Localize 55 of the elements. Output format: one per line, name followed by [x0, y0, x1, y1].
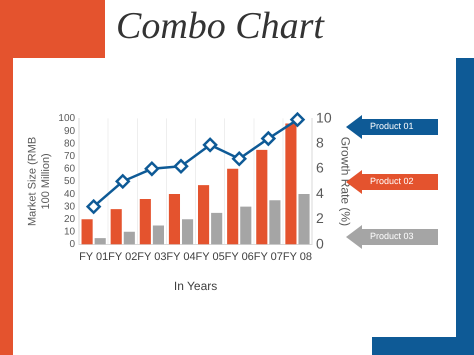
y2-tick-label: 10 — [316, 109, 332, 126]
y-tick-label: 0 — [70, 239, 76, 250]
y-axis-title: Market Size (RMB 100 Million) — [26, 136, 52, 226]
bar — [140, 199, 151, 244]
x-tick-label: FY 04 — [166, 251, 196, 264]
bar — [198, 185, 210, 244]
y-tick-label: 20 — [64, 214, 76, 225]
y2-tick-label: 8 — [316, 134, 324, 150]
bar — [256, 150, 268, 244]
x-axis-title: In Years — [174, 279, 218, 294]
y-tick-label: 30 — [64, 201, 76, 212]
point — [202, 138, 218, 152]
x-tick-label: FY 02 — [108, 251, 138, 264]
y-tick-label: 100 — [58, 113, 76, 124]
bar — [269, 200, 280, 244]
y-tick-label: 70 — [64, 150, 76, 162]
x-tick-label: FY 06 — [224, 251, 254, 264]
y-tick-label: 40 — [64, 188, 76, 200]
point — [290, 112, 305, 127]
bar — [240, 206, 252, 244]
x-tick-label: FY 01 — [79, 251, 108, 264]
point — [86, 199, 101, 214]
point — [116, 174, 130, 189]
bar — [94, 238, 106, 244]
bar — [227, 168, 238, 244]
y2-tick-label: 2 — [316, 210, 324, 226]
bar — [82, 219, 93, 244]
bar — [152, 226, 164, 244]
bar — [110, 209, 122, 244]
bar — [298, 194, 310, 244]
x-tick-label: FY 05 — [196, 251, 225, 264]
chart-title: Combo Chart — [115, 4, 326, 48]
y-tick-label: 80 — [64, 138, 76, 150]
text: Product 02 — [370, 176, 414, 186]
x-tick-label: FY 07 — [254, 251, 283, 264]
bar — [182, 219, 194, 244]
y2-tick-label: 6 — [316, 160, 324, 176]
text: Product 03 — [370, 231, 414, 241]
point — [261, 131, 276, 146]
text: Product 01 — [370, 121, 414, 131]
point — [144, 162, 160, 176]
bar — [285, 123, 296, 244]
bar — [211, 212, 222, 244]
x-tick-label: FY 08 — [282, 251, 312, 264]
y-tick-label: 60 — [64, 164, 76, 175]
bar — [168, 194, 180, 244]
bar — [124, 232, 135, 244]
point — [232, 151, 246, 166]
point — [174, 159, 188, 174]
y-tick-label: 10 — [64, 226, 76, 238]
x-tick-label: FY 03 — [137, 251, 166, 264]
y-tick-label: 90 — [64, 126, 76, 137]
y2-tick-label: 4 — [316, 184, 324, 201]
y-tick-label: 50 — [64, 176, 76, 188]
y2-tick-label: 0 — [316, 235, 324, 252]
